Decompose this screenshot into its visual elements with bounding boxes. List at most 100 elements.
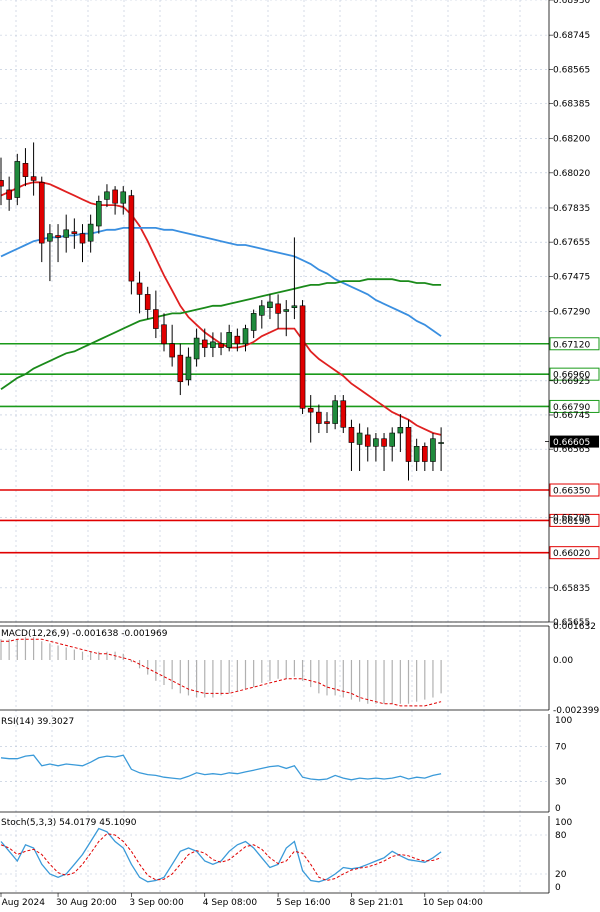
candle-body <box>397 427 404 434</box>
price-tick-label: 0.65835 <box>553 584 590 594</box>
stoch-tick-label: 0 <box>555 883 561 893</box>
candle-body <box>177 354 184 383</box>
candle-body <box>0 180 4 187</box>
indicator-panels <box>0 637 442 883</box>
price-tick-label: 0.66925 <box>553 377 590 387</box>
candle-body <box>332 400 338 424</box>
price-level-badge <box>549 399 600 413</box>
price-level-label: 0.66960 <box>553 371 590 381</box>
candle-body <box>55 235 61 238</box>
price-tick-label: 0.66205 <box>553 514 590 524</box>
macd-tick-label: 0.00 <box>553 656 573 666</box>
candle-body <box>185 356 192 381</box>
candle-body <box>275 303 281 314</box>
current-price-label: 0.66605 <box>553 438 590 448</box>
candle-body <box>153 309 159 329</box>
candle-body <box>87 223 94 242</box>
stoch-tick-label: 100 <box>555 818 572 828</box>
price-axis[interactable]: 0.68930 0.68745 0.68565 0.68385 0.68200 0.680… <box>0 0 599 894</box>
candle-body <box>112 189 118 204</box>
candle-body <box>324 421 330 424</box>
candle-body <box>430 438 436 462</box>
price-tick-label: 0.66745 <box>553 411 590 421</box>
candle-body <box>47 233 53 242</box>
candle-body <box>104 191 110 200</box>
macd-signal-line <box>1 638 442 707</box>
candle-body <box>144 294 151 310</box>
stoch-d-line <box>0 833 442 882</box>
macd-tick-label: 0.001632 <box>553 622 596 632</box>
stoch-tick-label: 20 <box>555 870 567 880</box>
candle-body <box>242 328 249 345</box>
candle-body <box>22 163 29 177</box>
candle-body <box>267 301 273 308</box>
price-levels: 0.67120 0.66960 0.66790 0.66350 0.66190 0.660… <box>0 337 600 560</box>
candlesticks <box>0 142 444 481</box>
price-level-label: 0.66790 <box>553 403 590 413</box>
time-tick-label: 10 Sep 04:00 <box>423 898 483 908</box>
stoch-tick-label: 80 <box>555 831 567 841</box>
candle-body <box>364 434 371 447</box>
time-tick-label: 4 Sep 08:00 <box>203 898 258 908</box>
candle-body <box>210 341 216 348</box>
candle-body <box>128 195 135 282</box>
candle-body <box>389 432 396 447</box>
price-tick-label: 0.67655 <box>553 238 590 248</box>
candle-body <box>71 231 78 234</box>
current-price-badge <box>550 435 599 448</box>
moving-average-line <box>0 181 442 436</box>
candle-body <box>14 161 21 198</box>
candle-body <box>413 446 420 462</box>
price-tick-label: 0.67835 <box>553 204 590 214</box>
rsi-line <box>0 754 442 781</box>
candle-body <box>201 339 208 348</box>
candle-body <box>96 201 102 227</box>
time-axis[interactable]: 9 Aug 2024 30 Aug 20:00 3 Sep 00:00 4 Sep 0… <box>0 893 483 908</box>
rsi-label: RSI(14) 39.3027 <box>1 717 74 727</box>
candle-body <box>421 446 428 462</box>
price-level-badge <box>549 513 600 527</box>
candle-body <box>307 408 314 413</box>
time-tick-label: 5 Sep 16:00 <box>276 898 331 908</box>
candle-body <box>193 337 200 360</box>
candle-body <box>299 305 306 409</box>
time-tick-label: 9 Aug 2024 <box>0 898 45 908</box>
candle-body <box>169 343 175 358</box>
candle-body <box>30 176 37 181</box>
price-tick-label: 0.67290 <box>553 307 590 317</box>
moving-average-line <box>0 226 442 337</box>
candle-body <box>161 324 167 345</box>
chart-grid <box>0 0 549 893</box>
price-tick-label: 0.68745 <box>553 31 590 41</box>
price-level-label: 0.66020 <box>553 549 590 559</box>
candle-body <box>405 427 412 462</box>
macd-tick-label: -0.002399 <box>553 706 599 716</box>
candle-body <box>356 432 363 445</box>
price-tick-label: 0.68385 <box>553 100 590 110</box>
candle-body <box>438 442 444 444</box>
candle-body <box>6 189 12 200</box>
candle-body <box>234 335 241 345</box>
price-level-badge <box>549 367 600 381</box>
moving-averages <box>0 181 442 436</box>
price-level-badge <box>549 337 600 351</box>
candle-body <box>291 305 298 308</box>
price-tick-label: 0.65655 <box>553 618 590 628</box>
price-tick-label: 0.68930 <box>553 0 590 6</box>
stoch-label: Stoch(5,3,3) 54.0179 45.1090 <box>1 818 137 828</box>
time-tick-label: 3 Sep 00:00 <box>129 898 184 908</box>
time-tick-label: 8 Sep 21:01 <box>349 898 403 908</box>
price-tick-label: 0.68020 <box>553 169 590 179</box>
candle-body <box>340 400 347 428</box>
price-level-badge <box>549 546 600 560</box>
price-tick-label: 0.67475 <box>553 272 590 282</box>
rsi-tick-label: 100 <box>555 716 572 726</box>
candle-body <box>250 313 257 331</box>
price-level-label: 0.66350 <box>553 487 590 497</box>
candle-body <box>218 343 224 348</box>
price-tick-label: 0.68200 <box>553 135 590 145</box>
candle-body <box>136 282 143 295</box>
rsi-tick-label: 70 <box>555 742 567 752</box>
price-level-badge <box>549 483 600 497</box>
